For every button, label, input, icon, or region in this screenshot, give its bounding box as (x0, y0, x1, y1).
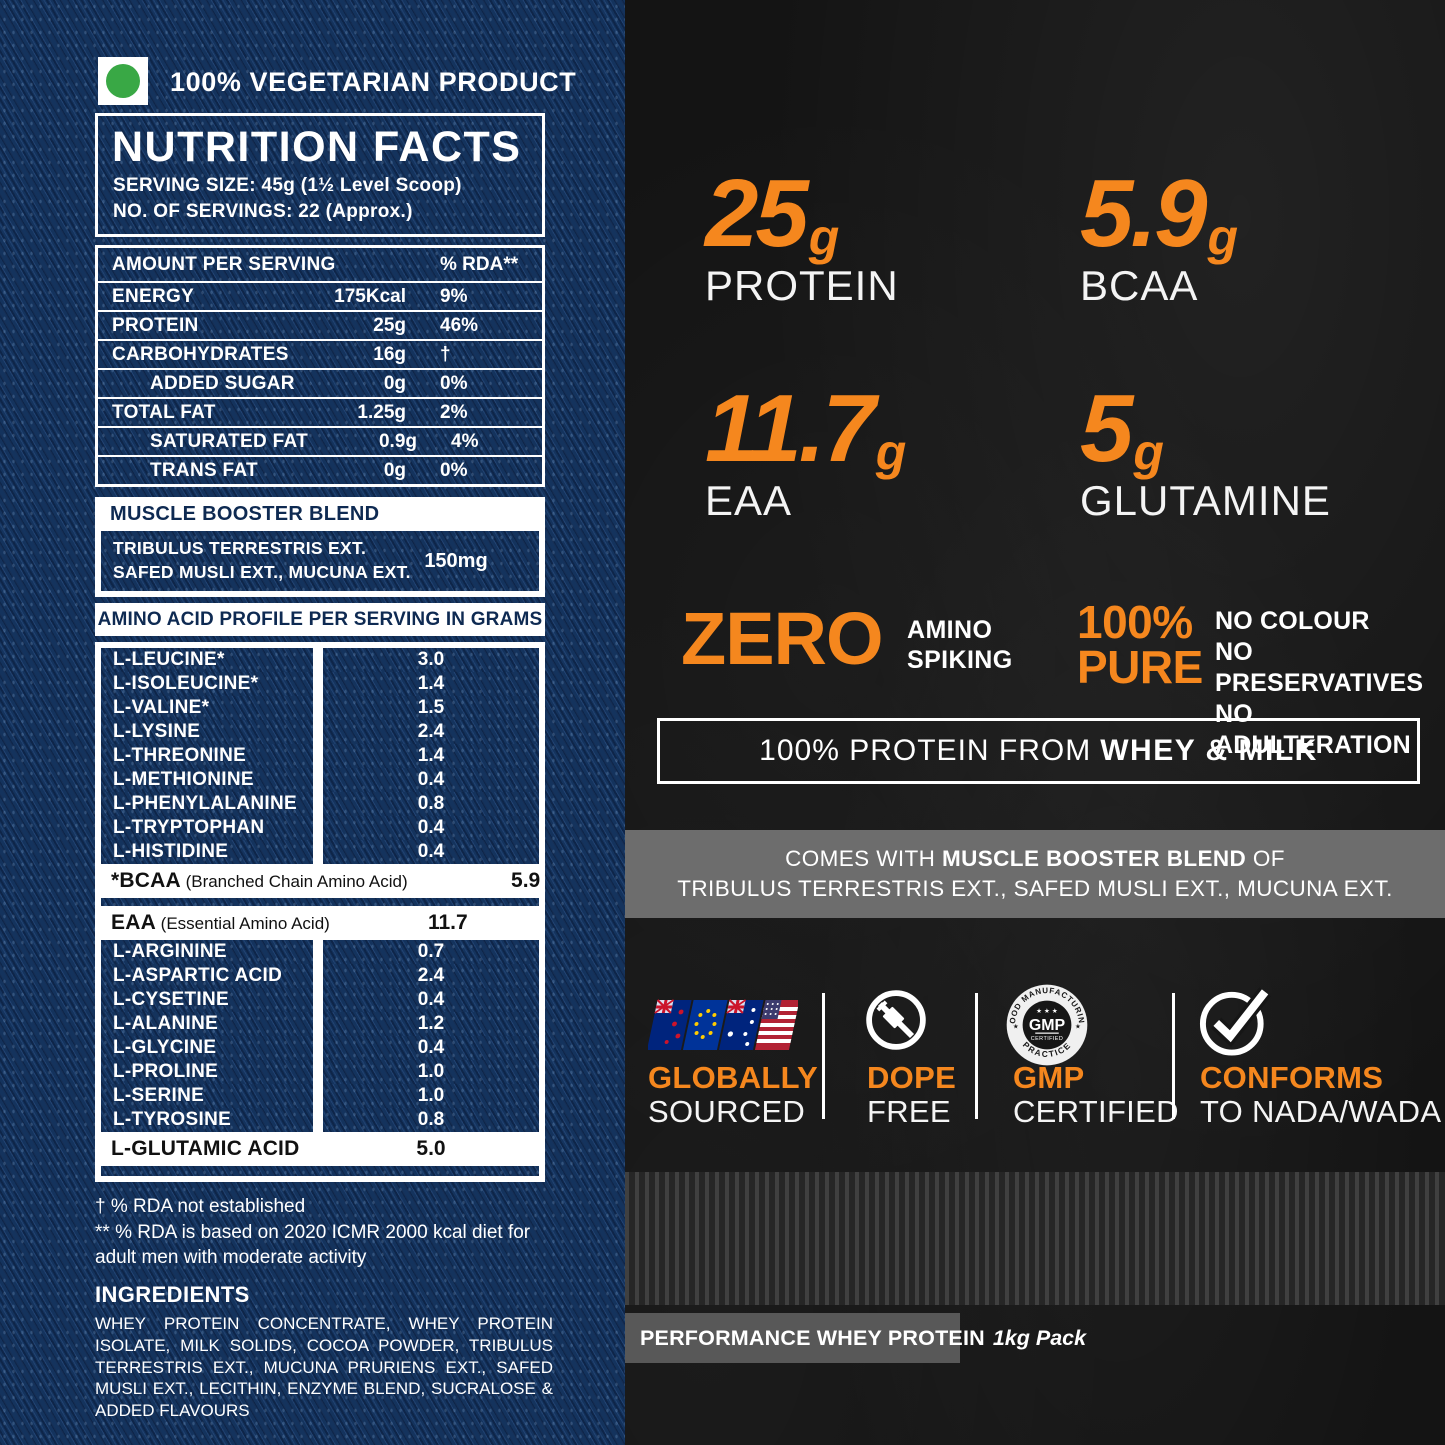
amino-table-part2: L-ARGININE 0.7 L-ASPARTIC ACID 2.4 L-CYSET… (101, 940, 539, 1132)
left-nutrition-panel: 100% VEGETARIAN PRODUCT NUTRITION FACTS … (0, 0, 625, 1445)
muscle-booster-blend-box: MUSCLE BOOSTER BLEND TRIBULUS TERRESTRIS… (95, 497, 545, 597)
table-row: ADDED SUGAR 0g 0% (98, 368, 542, 397)
ingredients-title: INGREDIENTS (95, 1282, 250, 1307)
cert-gmp-sub: CERTIFIED (1013, 1094, 1179, 1129)
table-row: TRANS FAT 0g 0% (98, 455, 542, 484)
footnote-rda: ** % RDA is based on 2020 ICMR 2000 kcal… (95, 1221, 531, 1269)
bcaa-total-row: *BCAA (Branched Chain Amino Acid) 5.9 (111, 869, 541, 892)
zero-spiking-big: ZERO (681, 597, 884, 680)
footnote-dagger: † % RDA not established (95, 1196, 306, 1217)
stat-protein-label: PROTEIN (705, 262, 899, 309)
servings-count: NO. OF SERVINGS: 22 (Approx.) (113, 201, 413, 222)
stat-glutamine-label: GLUTAMINE (1080, 477, 1331, 524)
fssai-license-bar: fssai Lic no :11215332000675 (625, 1172, 1445, 1305)
pack-size: 1kg Pack (992, 1325, 1087, 1350)
nutrition-facts-box: NUTRITION FACTS SERVING SIZE: 45g (1½ Le… (95, 113, 545, 237)
svg-text:GMP: GMP (1029, 1017, 1066, 1034)
blend-amount: 150mg (424, 549, 488, 572)
cert-conforms-sub: TO NADA/WADA (1200, 1094, 1442, 1129)
cert-conforms-title: CONFORMS (1200, 1060, 1384, 1095)
stat-bcaa-value: 5.9 g (1080, 160, 1238, 267)
table-row: SATURATED FAT 0.9g 4% (98, 426, 542, 455)
cert-globally-sub: SOURCED (648, 1094, 806, 1129)
veg-label: 100% VEGETARIAN PRODUCT (170, 67, 577, 97)
amino-profile-header: AMINO ACID PROFILE PER SERVING IN GRAMS (95, 603, 545, 636)
svg-text:CERTIFIED: CERTIFIED (1031, 1036, 1063, 1042)
cert-gmp-title: GMP (1013, 1060, 1085, 1095)
stat-eaa-label: EAA (705, 477, 793, 524)
pure-big: 100% PURE (1077, 596, 1203, 694)
table-row: ENERGY 175Kcal 9% (98, 281, 542, 310)
muscle-booster-row: TRIBULUS TERRESTRIS EXT. SAFED MUSLI EXT… (101, 531, 539, 591)
product-name-bar: PERFORMANCE WHEY PROTEIN 1kg Pack (625, 1313, 1086, 1363)
global-flags-icon (648, 999, 798, 1050)
cert-dope-title: DOPE (867, 1060, 957, 1095)
svg-text:★ ★ ★: ★ ★ ★ (1036, 1007, 1058, 1015)
amino-acid-table: L-LEUCINE* 3.0 L-ISOLEUCINE* 1.4 L-VALINE*… (95, 642, 545, 1182)
ingredients-text: WHEY PROTEIN CONCENTRATE, WHEY PROTEIN I… (95, 1314, 553, 1420)
table-row: PROTEIN 25g 46% (98, 310, 542, 339)
blend-ingredient-line2: SAFED MUSLI EXT., MUCUNA EXT. (113, 562, 411, 582)
dope-free-icon (866, 990, 926, 1050)
table-row: CARBOHYDRATES 16g † (98, 339, 542, 368)
nutrition-table: AMOUNT PER SERVING % RDA** ENERGY 175Kca… (95, 245, 545, 487)
gmp-badge-icon: GOOD MANUFACTURING PRACTICE ★ ★ ★ GMP CE… (1005, 983, 1088, 1066)
nutrition-table-header: AMOUNT PER SERVING % RDA** (112, 253, 519, 275)
cert-dope-sub: FREE (867, 1094, 951, 1129)
divider (822, 993, 825, 1119)
nutrition-facts-title: NUTRITION FACTS (112, 123, 522, 171)
glutamic-acid-row: L-GLUTAMIC ACID 5.0 (111, 1137, 446, 1160)
svg-text:★: ★ (1075, 1022, 1081, 1030)
blend-ingredient-line1: TRIBULUS TERRESTRIS EXT. (113, 538, 367, 559)
svg-text:★: ★ (1013, 1022, 1019, 1030)
whey-milk-banner: 100% PROTEIN FROM WHEY & MILK (657, 718, 1420, 784)
divider (101, 1166, 539, 1176)
right-marketing-panel: 25 g PROTEIN 5.9 g BCAA 11.7 g EAA 5 g G… (625, 0, 1445, 1445)
serving-size: SERVING SIZE: 45g (1½ Level Scoop) (113, 175, 462, 196)
stat-bcaa-label: BCAA (1080, 262, 1199, 309)
stat-eaa-value: 11.7 g (705, 375, 907, 482)
table-row: TOTAL FAT 1.25g 2% (98, 397, 542, 426)
amino-table-part1: L-LEUCINE* 3.0 L-ISOLEUCINE* 1.4 L-VALINE*… (101, 648, 539, 864)
muscle-booster-banner: COMES WITH MUSCLE BOOSTER BLEND OF TRIBU… (625, 830, 1445, 918)
nada-wada-check-icon (1199, 987, 1271, 1056)
zero-spiking-lines: AMINO SPIKING (907, 616, 1013, 674)
product-name: PERFORMANCE WHEY PROTEIN (640, 1325, 985, 1350)
divider (101, 898, 539, 906)
stat-glutamine-value: 5 g (1080, 375, 1164, 482)
stat-protein-value: 25 g (705, 160, 840, 267)
muscle-booster-title: MUSCLE BOOSTER BLEND (110, 502, 380, 525)
vegetarian-mark (98, 57, 148, 105)
cert-globally-title: GLOBALLY (648, 1060, 819, 1095)
eaa-total-row: EAA (Essential Amino Acid) 11.7 (111, 911, 468, 934)
rda-footnotes: † % RDA not established ** % RDA is base… (95, 1194, 557, 1271)
pure-claims: NO COLOUR NO PRESERVATIVES NO ADULTERATI… (1215, 607, 1424, 759)
divider (1172, 993, 1175, 1119)
divider (975, 993, 978, 1119)
veg-dot-icon (106, 64, 140, 98)
